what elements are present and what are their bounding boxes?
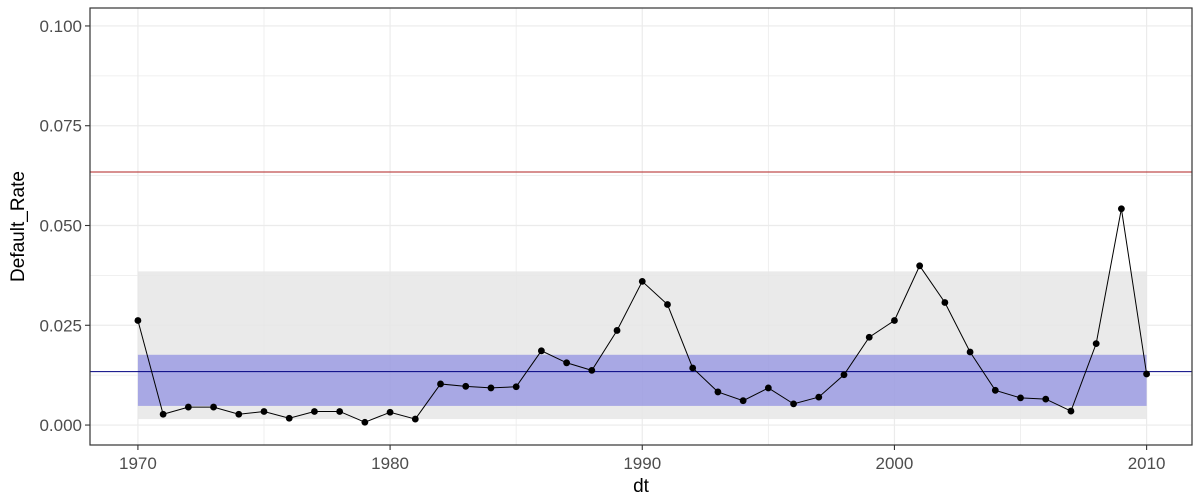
data-point	[411, 415, 419, 423]
axes: 1970 1980 1990 2000 2010 0.000 0.025 0.050 0.075…	[39, 17, 1165, 473]
data-point	[361, 418, 369, 426]
panel-border	[89, 7, 1193, 446]
x-tick-label: 2010	[1128, 454, 1166, 473]
data-point	[184, 403, 192, 411]
data-point	[437, 380, 444, 388]
data-point	[537, 347, 545, 355]
data-point	[285, 414, 293, 422]
data-point	[891, 317, 898, 324]
data-point	[991, 386, 999, 394]
y-tick-label: 0.100	[39, 17, 82, 36]
data-point	[1067, 407, 1075, 415]
data-point	[462, 382, 470, 390]
band-layer	[137, 271, 1147, 420]
x-tick-label: 1970	[119, 454, 157, 473]
data-point	[865, 333, 873, 341]
data-point	[941, 299, 949, 306]
data-point	[764, 384, 772, 392]
data-point	[588, 366, 596, 374]
data-point	[790, 400, 797, 408]
y-axis-title: Default_Rate	[8, 171, 29, 282]
data-point	[134, 317, 142, 324]
data-point	[487, 384, 495, 392]
x-axis-title: dt	[633, 476, 650, 497]
data-point	[815, 393, 823, 401]
reference-lines	[90, 171, 1192, 373]
data-point	[1042, 395, 1050, 403]
data-point	[210, 403, 217, 411]
data-point	[159, 410, 167, 418]
data-point	[1117, 205, 1125, 213]
x-tick-label: 1990	[623, 454, 661, 473]
data-point	[664, 301, 671, 308]
data-point	[689, 364, 697, 372]
data-point	[966, 348, 974, 356]
data-point	[1017, 394, 1024, 402]
data-point	[260, 408, 268, 415]
data-point	[563, 359, 571, 367]
y-tick-label: 0.025	[39, 316, 82, 335]
y-tick-label: 0.000	[39, 416, 82, 435]
y-tick-label: 0.050	[39, 217, 82, 236]
series-layer	[134, 205, 1151, 426]
data-point	[1092, 340, 1100, 348]
x-tick-label: 2000	[876, 454, 914, 473]
y-tick-label: 0.075	[39, 117, 82, 136]
inner-band	[137, 354, 1147, 406]
data-point	[235, 410, 243, 418]
data-point	[1143, 370, 1151, 378]
data-point	[638, 277, 646, 285]
data-point	[840, 371, 848, 379]
data-point	[613, 327, 621, 334]
data-point	[311, 408, 318, 415]
data-point	[916, 262, 924, 270]
data-point	[512, 383, 520, 391]
data-point	[336, 408, 344, 415]
data-point	[386, 408, 394, 416]
data-point	[714, 388, 722, 396]
data-point	[739, 397, 747, 405]
x-tick-label: 1980	[371, 454, 409, 473]
